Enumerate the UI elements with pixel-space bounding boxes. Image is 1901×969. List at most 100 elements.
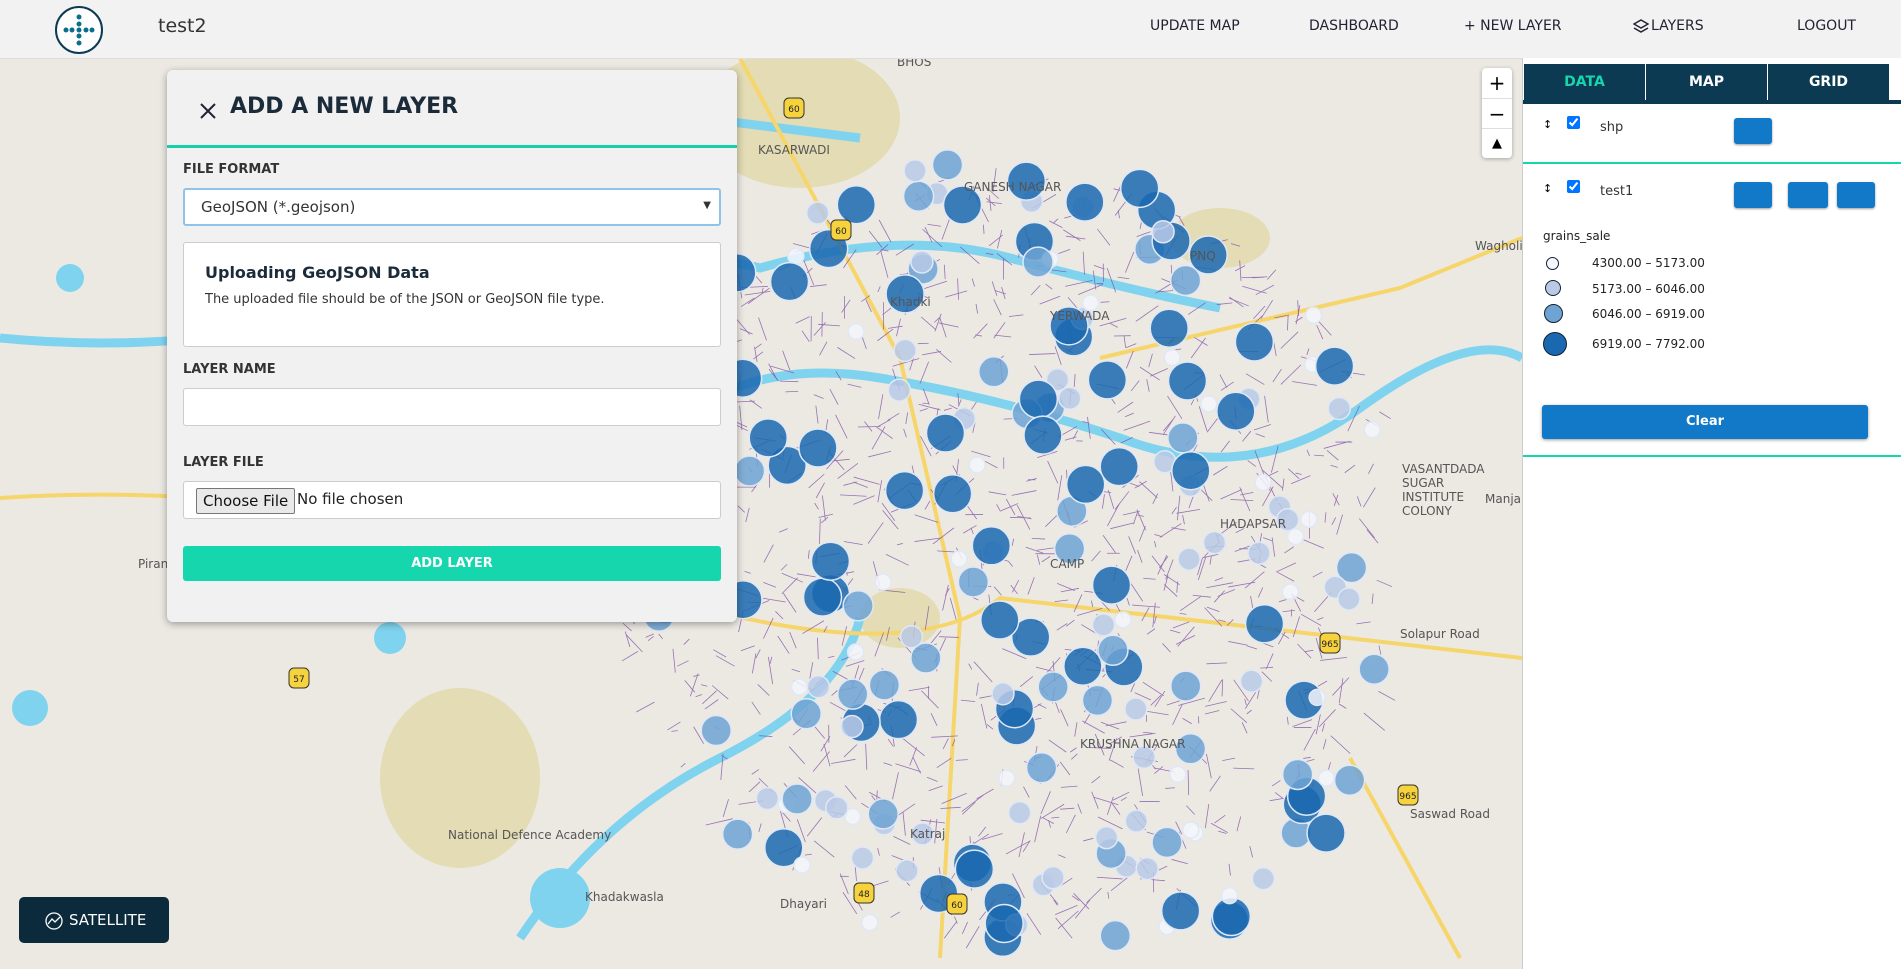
street	[1262, 486, 1274, 507]
close-icon[interactable]	[199, 102, 217, 120]
street	[957, 278, 959, 300]
point-symbol	[1149, 308, 1189, 349]
nav-layers[interactable]: LAYERS	[1651, 18, 1704, 34]
street	[943, 921, 958, 939]
nav-logout[interactable]: LOGOUT	[1797, 18, 1856, 34]
point-symbol	[1049, 306, 1089, 346]
street	[877, 286, 881, 293]
drag-handle[interactable]: ↕	[1543, 182, 1553, 195]
street	[908, 686, 930, 692]
street	[926, 776, 938, 782]
street	[1065, 279, 1093, 287]
street	[843, 541, 863, 545]
layer-style-button[interactable]	[1788, 182, 1828, 208]
street	[1045, 283, 1053, 290]
street	[1326, 450, 1339, 461]
satellite-button[interactable]: SATELLITE	[19, 897, 169, 943]
place-label: YERWADA	[1049, 309, 1110, 323]
layer-checkbox[interactable]	[1567, 116, 1580, 129]
street	[1106, 268, 1117, 293]
layer-name-input[interactable]	[183, 388, 721, 426]
file-format-select[interactable]: GeoJSON (*.geojson) ▼	[183, 188, 721, 226]
street	[1107, 892, 1110, 899]
street	[1344, 464, 1356, 474]
street	[1163, 575, 1169, 591]
street	[1359, 518, 1376, 539]
street	[739, 328, 753, 335]
street	[720, 753, 724, 780]
street	[1102, 494, 1105, 509]
street	[921, 351, 942, 356]
street	[1102, 535, 1116, 554]
road-shield-label: 60	[788, 105, 800, 115]
street	[1142, 681, 1165, 697]
nav-update-map[interactable]: UPDATE MAP	[1150, 18, 1240, 34]
layer-table-button[interactable]	[1734, 182, 1772, 208]
street	[1107, 503, 1120, 527]
point-symbol	[700, 714, 732, 747]
street	[1378, 690, 1396, 701]
street	[861, 295, 871, 302]
street	[1106, 796, 1114, 816]
place-label: HADAPSAR	[1220, 517, 1286, 531]
street	[1083, 837, 1094, 842]
street	[938, 322, 959, 328]
place-label: Khadakwasla	[585, 890, 664, 904]
street	[1220, 381, 1234, 391]
zoom-out[interactable]: −	[1482, 98, 1512, 129]
street	[1129, 581, 1144, 602]
street	[818, 513, 834, 518]
street	[961, 794, 984, 812]
point-symbol	[1199, 395, 1218, 413]
map[interactable]: BHOS KASARWADI GANESH NAGAR Khadki PNQ Waghol…	[0, 58, 1522, 969]
land-area	[380, 688, 540, 868]
street	[1347, 405, 1360, 432]
street	[1026, 913, 1042, 935]
street	[927, 223, 941, 227]
street	[748, 781, 761, 793]
street	[1260, 666, 1274, 669]
add-layer-button[interactable]: ADD LAYER	[183, 546, 721, 581]
point-symbol	[971, 526, 1012, 566]
point-symbol	[925, 413, 966, 453]
layer-file-input[interactable]: Choose File No file chosen	[183, 481, 721, 519]
point-symbol	[1254, 473, 1272, 492]
street	[1282, 609, 1296, 613]
street	[994, 290, 1006, 295]
point-symbol	[1057, 386, 1082, 410]
nav-new-layer[interactable]: + NEW LAYER	[1464, 18, 1562, 34]
street	[767, 656, 774, 685]
layer-checkbox[interactable]	[1567, 180, 1580, 193]
street	[1332, 677, 1350, 696]
street	[993, 586, 1002, 596]
street	[815, 405, 819, 424]
place-label: Khadki	[890, 295, 931, 309]
drag-handle[interactable]: ↕	[1543, 118, 1553, 131]
compass[interactable]: ▲	[1482, 128, 1512, 159]
street	[1000, 503, 1019, 512]
point-symbol	[793, 856, 811, 874]
zoom-in[interactable]: +	[1488, 71, 1506, 95]
street	[1250, 595, 1254, 611]
street	[1141, 607, 1150, 622]
nav-dashboard[interactable]: DASHBOARD	[1309, 18, 1399, 34]
street	[1233, 767, 1255, 770]
street	[1110, 522, 1134, 530]
layer-legend-button[interactable]	[1837, 182, 1875, 208]
tab-grid[interactable]: GRID	[1768, 64, 1889, 100]
choose-file-button[interactable]: Choose File	[196, 488, 296, 514]
lake	[530, 868, 590, 928]
street	[835, 371, 842, 381]
point-symbol	[1151, 220, 1175, 244]
tab-map[interactable]: MAP	[1646, 64, 1767, 100]
clear-button[interactable]: Clear	[1542, 405, 1868, 439]
street	[1036, 547, 1054, 551]
tab-data[interactable]: DATA	[1524, 64, 1645, 100]
logo[interactable]	[54, 5, 104, 55]
street	[976, 682, 979, 696]
street	[1071, 895, 1080, 902]
street	[1229, 297, 1249, 307]
layer-table-button[interactable]	[1734, 118, 1772, 144]
street	[1087, 416, 1091, 439]
street	[1175, 821, 1183, 835]
